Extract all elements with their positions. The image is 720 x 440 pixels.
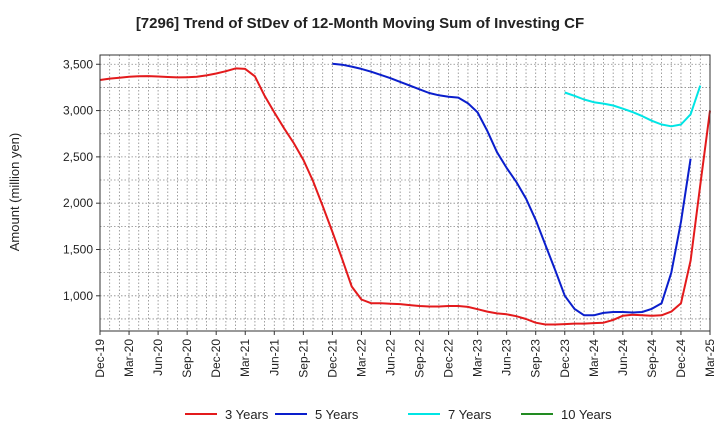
x-tick-label: Jun-21	[267, 339, 281, 376]
plot-frame	[99, 54, 711, 332]
x-tick-label: Mar-23	[471, 339, 485, 377]
series-lines	[99, 62, 711, 326]
x-tick-label: Dec-23	[558, 339, 572, 378]
legend-label: 7 Years	[448, 407, 492, 422]
chart-title: [7296] Trend of StDev of 12-Month Moving…	[136, 15, 584, 32]
x-tick-label: Mar-20	[122, 339, 136, 377]
legend-label: 10 Years	[561, 407, 612, 422]
legend: 3 Years 5 Years 7 Years 10 Years	[185, 407, 612, 422]
x-tick-label: Mar-21	[238, 339, 252, 377]
x-tick-label: Jun-22	[383, 339, 397, 376]
x-tick-label: Dec-20	[209, 339, 223, 378]
x-tick-label: Dec-24	[674, 339, 688, 378]
y-tick-label: 3,000	[63, 104, 93, 118]
x-tick-label: Dec-19	[93, 339, 107, 378]
grid	[100, 55, 710, 331]
series-line-1	[99, 67, 711, 326]
x-tick-label: Sep-20	[180, 339, 194, 378]
x-tick-label: Sep-24	[645, 339, 659, 378]
y-tick-label: 1,000	[63, 289, 93, 303]
x-tick-label: Mar-25	[703, 339, 717, 377]
x-tick-label: Jun-23	[500, 339, 514, 376]
x-tick-label: Dec-22	[442, 339, 456, 378]
x-tick-label: Sep-21	[296, 339, 310, 378]
x-tick-label: Dec-21	[325, 339, 339, 378]
y-axis-ticks: 1,000 1,500 2,000 2,500 3,000 3,500	[63, 57, 100, 303]
series-line-2	[332, 62, 692, 317]
x-tick-label: Sep-23	[529, 339, 543, 378]
x-tick-label: Jun-24	[616, 339, 630, 376]
series-line-3	[564, 85, 702, 128]
legend-label: 3 Years	[225, 407, 269, 422]
y-tick-label: 1,500	[63, 242, 93, 256]
y-tick-label: 3,500	[63, 57, 93, 71]
x-tick-label: Jun-20	[151, 339, 165, 376]
y-tick-label: 2,500	[63, 150, 93, 164]
y-axis-label: Amount (million yen)	[7, 133, 22, 252]
x-axis-ticks: Dec-19 Mar-20 Jun-20 Sep-20 Dec-20 Mar-21 Jun-…	[93, 331, 717, 378]
x-tick-label: Mar-22	[354, 339, 368, 377]
legend-label: 5 Years	[315, 407, 359, 422]
y-tick-label: 2,000	[63, 196, 93, 210]
x-tick-label: Sep-22	[413, 339, 427, 378]
x-tick-label: Mar-24	[587, 339, 601, 377]
